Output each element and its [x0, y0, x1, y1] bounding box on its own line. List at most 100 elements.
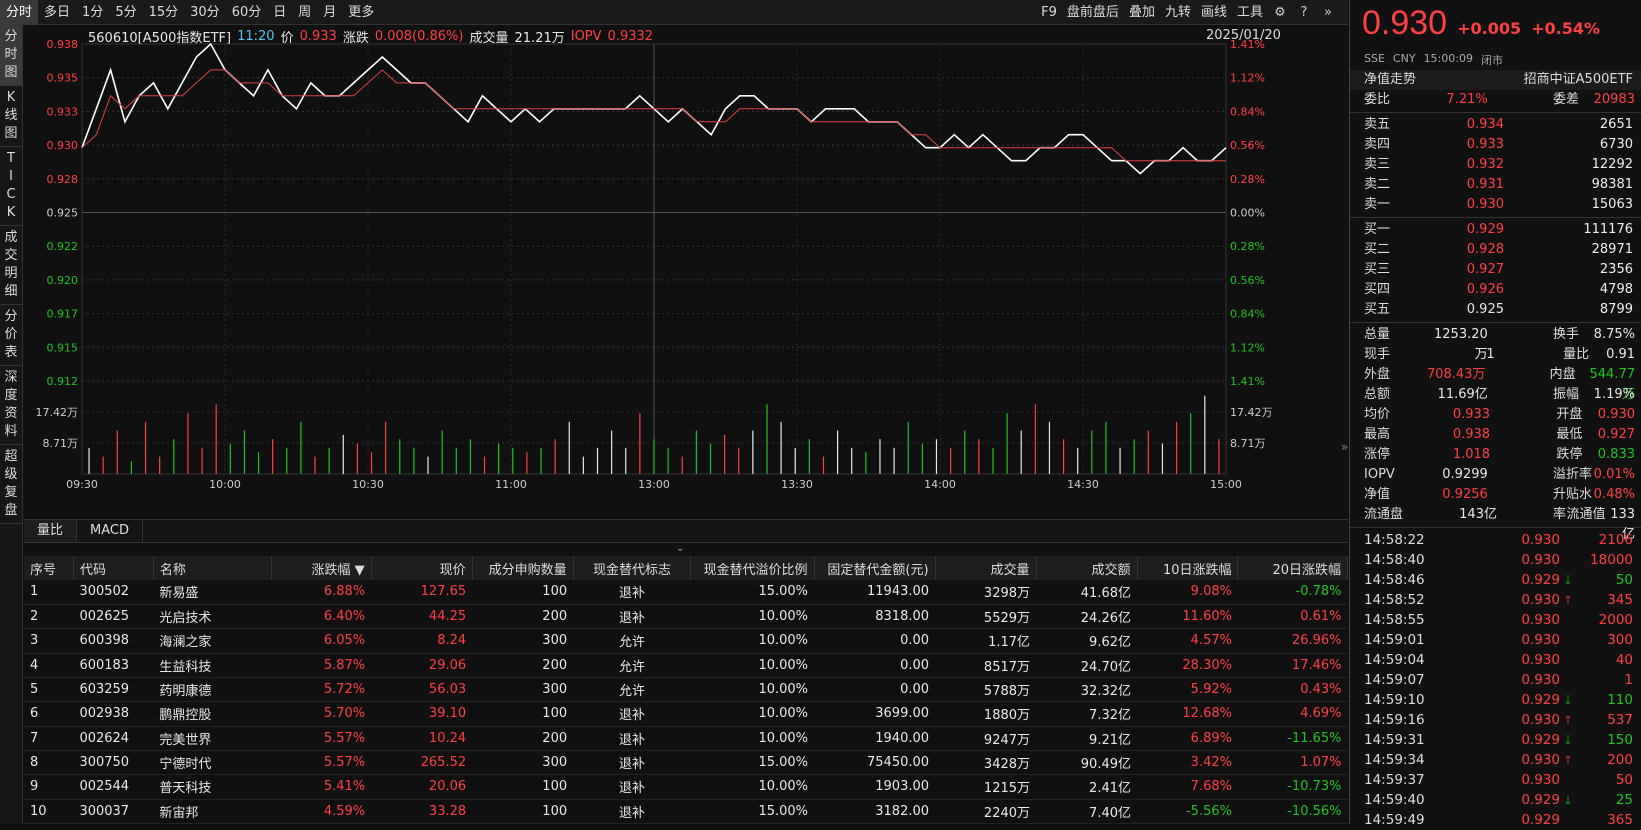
col-header-10[interactable]: 成交额 [1036, 556, 1138, 580]
side-tab-6[interactable]: 超级复盘 [0, 445, 22, 524]
tick-price: 0.930 [1521, 552, 1560, 568]
period-tab-0[interactable]: 分时 [0, 0, 39, 25]
side-tab-0[interactable]: 分时图 [0, 25, 22, 86]
table-row[interactable]: 10 300037 新宙邦 4.59% 33.28 100 退补 15.00% 3182.00 2… [24, 799, 1348, 825]
table-cell: 6.88% [271, 580, 372, 605]
intraday-chart[interactable]: 0.938 1.41% 0.935 1.12% 0.933 0.84% 0.930 0.56%… [24, 26, 1348, 514]
bids-label: 买一 [1364, 222, 1391, 237]
table-cell: 8517万 [935, 653, 1037, 678]
tick-row: 14:59:10 0.929 🡓 110 [1350, 690, 1641, 710]
price-tick: 0.935 [47, 72, 79, 85]
tool-button-5[interactable]: 工具 [1236, 5, 1263, 20]
table-cell: 300 [472, 677, 574, 703]
table-cell: 17.46% [1237, 653, 1348, 678]
time-tick: 09:30 [66, 478, 98, 491]
col-header-12[interactable]: 20日涨跌幅 [1237, 556, 1348, 580]
settings-gear-icon[interactable]: ⚙ [1274, 4, 1286, 20]
table-cell: 127.65 [371, 580, 473, 605]
stat-row: 外盘 708.43万 内盘 544.77万 [1350, 365, 1641, 402]
col-header-6[interactable]: 现金替代标志 [573, 556, 692, 580]
table-row[interactable]: 4 600183 生益科技 5.87% 29.06 200 允许 10.00% 0.00 8517… [24, 653, 1348, 678]
table-cell: 4 [24, 653, 74, 678]
period-tab-9[interactable]: 月 [323, 4, 337, 20]
tool-button-1[interactable]: 盘前盘后 [1066, 5, 1119, 20]
nav-trend-header[interactable]: 净值走势 招商中证A500ETF [1350, 70, 1641, 90]
stat-value: 1.018 [1452, 447, 1491, 462]
col-header-9[interactable]: 成交量 [935, 556, 1037, 580]
table-cell: 9.21亿 [1036, 726, 1137, 751]
expand-icon[interactable]: » [1324, 4, 1332, 20]
table-row[interactable]: 9 002544 普天科技 5.41% 20.06 100 退补 10.00% 1903.00 1… [24, 774, 1348, 800]
side-tab-5[interactable]: 深度资料 [0, 366, 22, 445]
period-tab-8[interactable]: 周 [298, 4, 312, 20]
table-row[interactable]: 1 300502 新易盛 6.88% 127.65 100 退补 15.00% 11943.00… [24, 580, 1348, 605]
nav-trend-link[interactable]: 净值走势 [1364, 72, 1417, 87]
table-row[interactable]: 6 002938 鹏鼎控股 5.70% 39.10 100 退补 10.00% 3699.00 1… [24, 701, 1348, 727]
col-header-2[interactable]: 名称 [153, 556, 272, 580]
expand-panel-icon[interactable]: » [1341, 440, 1349, 454]
table-cell: 600183 [73, 653, 154, 678]
time-tick: 14:30 [1067, 478, 1099, 491]
period-tab-6[interactable]: 60分 [231, 4, 262, 20]
table-cell: 603259 [73, 677, 154, 703]
side-tab-4[interactable]: 分价表 [0, 305, 22, 366]
table-cell: 5.72% [271, 677, 372, 703]
asks-volume: 6730 [1599, 137, 1633, 152]
asks-level-1: 卖四 0.933 6730 [1350, 135, 1641, 155]
period-tab-4[interactable]: 15分 [148, 4, 179, 20]
table-cell: 新易盛 [153, 580, 272, 605]
indicator-tab-0[interactable]: 量比 [24, 520, 78, 542]
table-row[interactable]: 2 002625 光启技术 6.40% 44.25 200 退补 10.00% 8318.00 5… [24, 604, 1348, 630]
tick-row: 14:59:04 0.930 40 [1350, 650, 1641, 670]
table-cell: 0.00 [814, 628, 936, 654]
bids-label: 买五 [1364, 302, 1391, 317]
table-row[interactable]: 7 002624 完美世界 5.57% 10.24 200 退补 10.00% 1940.00 9… [24, 726, 1348, 751]
no-arrow [1560, 630, 1576, 650]
table-row[interactable]: 8 300750 宁德时代 5.57% 265.52 300 退补 15.00% 75450.0… [24, 750, 1348, 776]
asks-volume: 98381 [1591, 177, 1633, 192]
period-tab-3[interactable]: 5分 [115, 4, 137, 20]
col-header-4[interactable]: 现价 [371, 556, 473, 580]
col-header-5[interactable]: 成分申购数量 [472, 556, 574, 580]
col-header-11[interactable]: 10日涨跌幅 [1137, 556, 1239, 580]
tool-button-0[interactable]: F9 [1041, 5, 1057, 20]
side-tab-3[interactable]: 成交明细 [0, 226, 22, 305]
table-cell: 10.00% [690, 726, 815, 751]
indicator-tab-1[interactable]: MACD [77, 520, 143, 542]
last-price: 0.930 [1362, 4, 1448, 42]
table-row[interactable]: 5 603259 药明康德 5.72% 56.03 300 允许 10.00% 0.00 5788… [24, 677, 1348, 703]
table-cell: 20.06 [371, 774, 473, 800]
asks-price: 0.931 [1466, 177, 1504, 192]
col-header-7[interactable]: 现金替代溢价比例 [690, 556, 815, 580]
pct-tick: 0.28% [1230, 240, 1265, 253]
tool-button-2[interactable]: 叠加 [1128, 5, 1155, 20]
tick-time: 14:59:34 [1364, 752, 1425, 768]
table-row[interactable]: 3 600398 海澜之家 6.05% 8.24 300 允许 10.00% 0.00 1.17亿… [24, 628, 1348, 654]
tool-button-3[interactable]: 九转 [1164, 5, 1191, 20]
tick-time: 14:59:07 [1364, 672, 1425, 688]
no-arrow [1560, 650, 1576, 670]
period-tab-1[interactable]: 多日 [44, 4, 71, 20]
help-icon[interactable]: ? [1300, 4, 1308, 20]
table-cell: 10.24 [371, 726, 473, 751]
tool-button-4[interactable]: 画线 [1200, 5, 1227, 20]
period-tab-2[interactable]: 1分 [82, 4, 104, 20]
collapse-chevron-icon[interactable]: ⌄ [676, 543, 685, 554]
col-header-1[interactable]: 代码 [73, 556, 154, 580]
tick-time: 14:58:52 [1364, 592, 1425, 608]
tick-price: 0.930 [1521, 652, 1560, 668]
stat-label: 量比 [1563, 347, 1590, 362]
period-tab-10[interactable]: 更多 [348, 4, 375, 20]
table-cell: 9.08% [1137, 580, 1238, 605]
col-header-8[interactable]: 固定替代金额(元) [814, 556, 936, 580]
period-tab-7[interactable]: 日 [273, 4, 287, 20]
col-header-3[interactable]: 涨跌幅 ▼ [271, 556, 372, 580]
table-cell: 002544 [73, 774, 154, 800]
period-tab-5[interactable]: 30分 [190, 4, 220, 20]
table-body: 1 300502 新易盛 6.88% 127.65 100 退补 15.00% 11943.00… [24, 580, 1348, 825]
table-cell: 普天科技 [153, 774, 272, 800]
col-header-0[interactable]: 序号 [24, 556, 74, 580]
quote-time: 15:00:09 [1423, 52, 1473, 65]
